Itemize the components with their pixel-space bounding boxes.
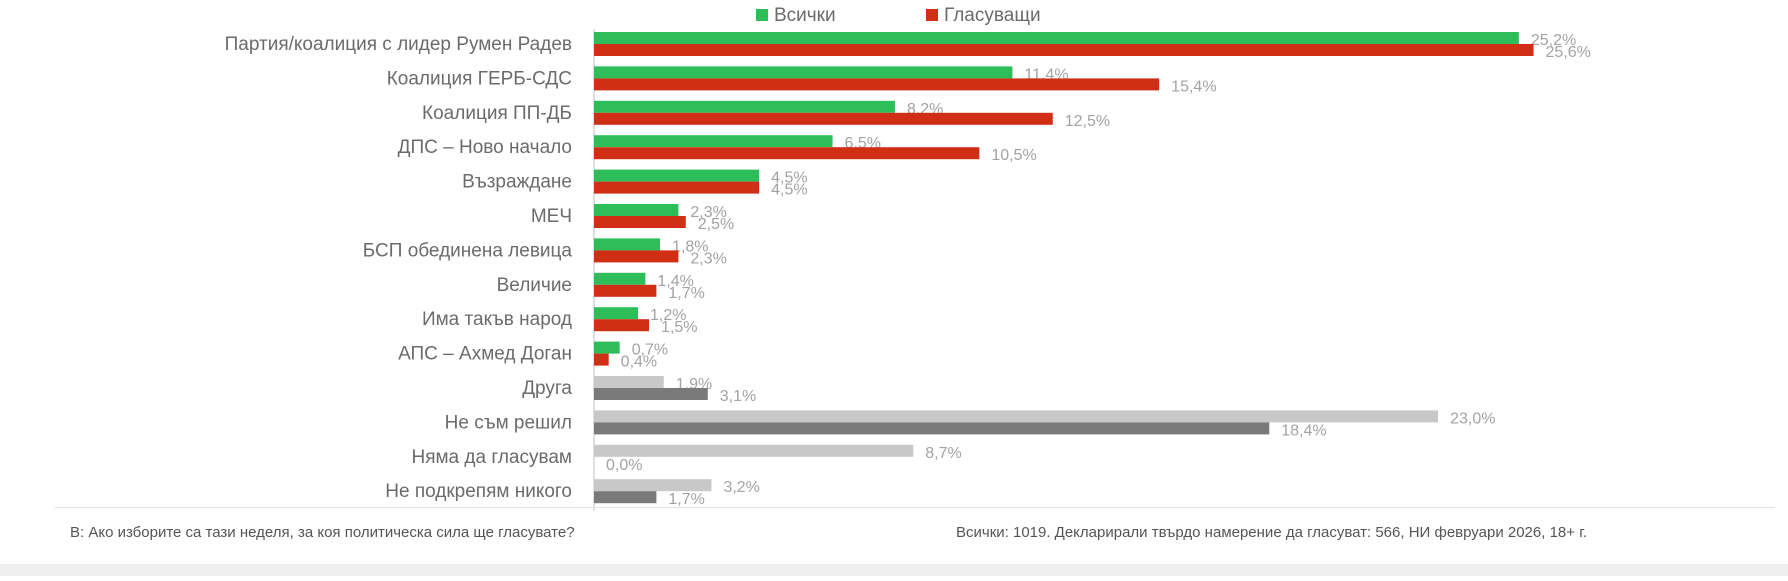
data-label: 4,5% [771, 182, 807, 199]
bar-voters [594, 44, 1534, 56]
sample-footnote: Всички: 1019. Декларирали твърдо намерен… [956, 524, 1587, 541]
bar-voters [594, 216, 686, 228]
data-label: 1,2% [650, 307, 686, 324]
data-label: 10,5% [991, 147, 1036, 164]
bar-all [594, 376, 664, 388]
data-label: 2,3% [690, 204, 726, 221]
bar-all [594, 341, 620, 354]
bar-voters [594, 250, 679, 263]
legend-label-0: Всички [774, 5, 836, 26]
bar-all [594, 204, 679, 216]
category-label: Няма да гласувам [411, 447, 572, 468]
category-label: Не подкрепям никого [385, 481, 572, 502]
bar-all [594, 66, 1013, 79]
category-label: Партия/коалиция с лидер Румен Радев [225, 34, 572, 55]
bar-all [594, 32, 1519, 44]
bar-all [594, 307, 639, 320]
data-label: 3,1% [720, 388, 756, 405]
data-label: 0,4% [621, 354, 657, 371]
legend-swatch-1 [926, 9, 938, 21]
data-label: 25,2% [1531, 32, 1576, 49]
bar-all [594, 100, 895, 113]
bar-all [594, 135, 833, 148]
bar-all [594, 444, 914, 457]
question-footnote: В: Ако изборите са тази неделя, за коя п… [70, 524, 575, 541]
bar-all [594, 410, 1439, 423]
data-label: 3,2% [723, 479, 759, 496]
data-label: 1,7% [668, 491, 704, 508]
data-label: 1,5% [661, 319, 697, 336]
data-label: 18,4% [1281, 422, 1326, 439]
bar-voters [594, 422, 1270, 435]
category-label: Друга [522, 378, 572, 399]
category-label: АПС – Ахмед Доган [398, 344, 572, 365]
bar-all [594, 169, 760, 182]
category-label: Възраждане [462, 172, 572, 193]
data-label: 1,8% [672, 238, 708, 255]
bar-voters [594, 491, 657, 504]
data-label: 2,5% [698, 216, 734, 233]
bar-voters [594, 284, 657, 297]
bar-voters [594, 319, 650, 332]
data-label: 1,4% [657, 273, 693, 290]
data-label: 0,7% [632, 342, 668, 359]
data-label: 23,0% [1450, 410, 1495, 427]
data-label: 0,0% [606, 457, 642, 474]
bar-voters [594, 112, 1053, 125]
category-label: БСП обединена левица [363, 240, 573, 261]
bar-voters [594, 147, 980, 160]
bar-all [594, 479, 712, 492]
bar-voters [594, 353, 609, 366]
legend-label-1: Гласуващи [944, 5, 1041, 26]
bar-voters [594, 388, 708, 400]
data-label: 25,6% [1546, 44, 1591, 61]
data-label: 12,5% [1065, 113, 1110, 130]
data-label: 1,7% [668, 285, 704, 302]
category-label: ДПС – Ново начало [398, 137, 572, 158]
legend-swatch-0 [756, 9, 768, 21]
category-label: МЕЧ [531, 206, 572, 227]
data-label: 8,7% [925, 445, 961, 462]
category-label: Не съм решил [445, 412, 572, 433]
category-label: Величие [497, 275, 572, 296]
bar-all [594, 272, 646, 285]
data-label: 15,4% [1171, 78, 1216, 95]
bar-all [594, 238, 661, 251]
bar-voters [594, 78, 1160, 91]
category-label: Коалиция ГЕРБ-СДС [387, 68, 572, 89]
bottom-strip [0, 564, 1788, 576]
footer-divider [55, 507, 1775, 508]
bar-voters [594, 181, 760, 194]
category-label: Коалиция ПП-ДБ [422, 103, 572, 124]
data-label: 2,3% [690, 250, 726, 267]
category-label: Има такъв народ [422, 309, 572, 330]
data-label: 4,5% [771, 170, 807, 187]
